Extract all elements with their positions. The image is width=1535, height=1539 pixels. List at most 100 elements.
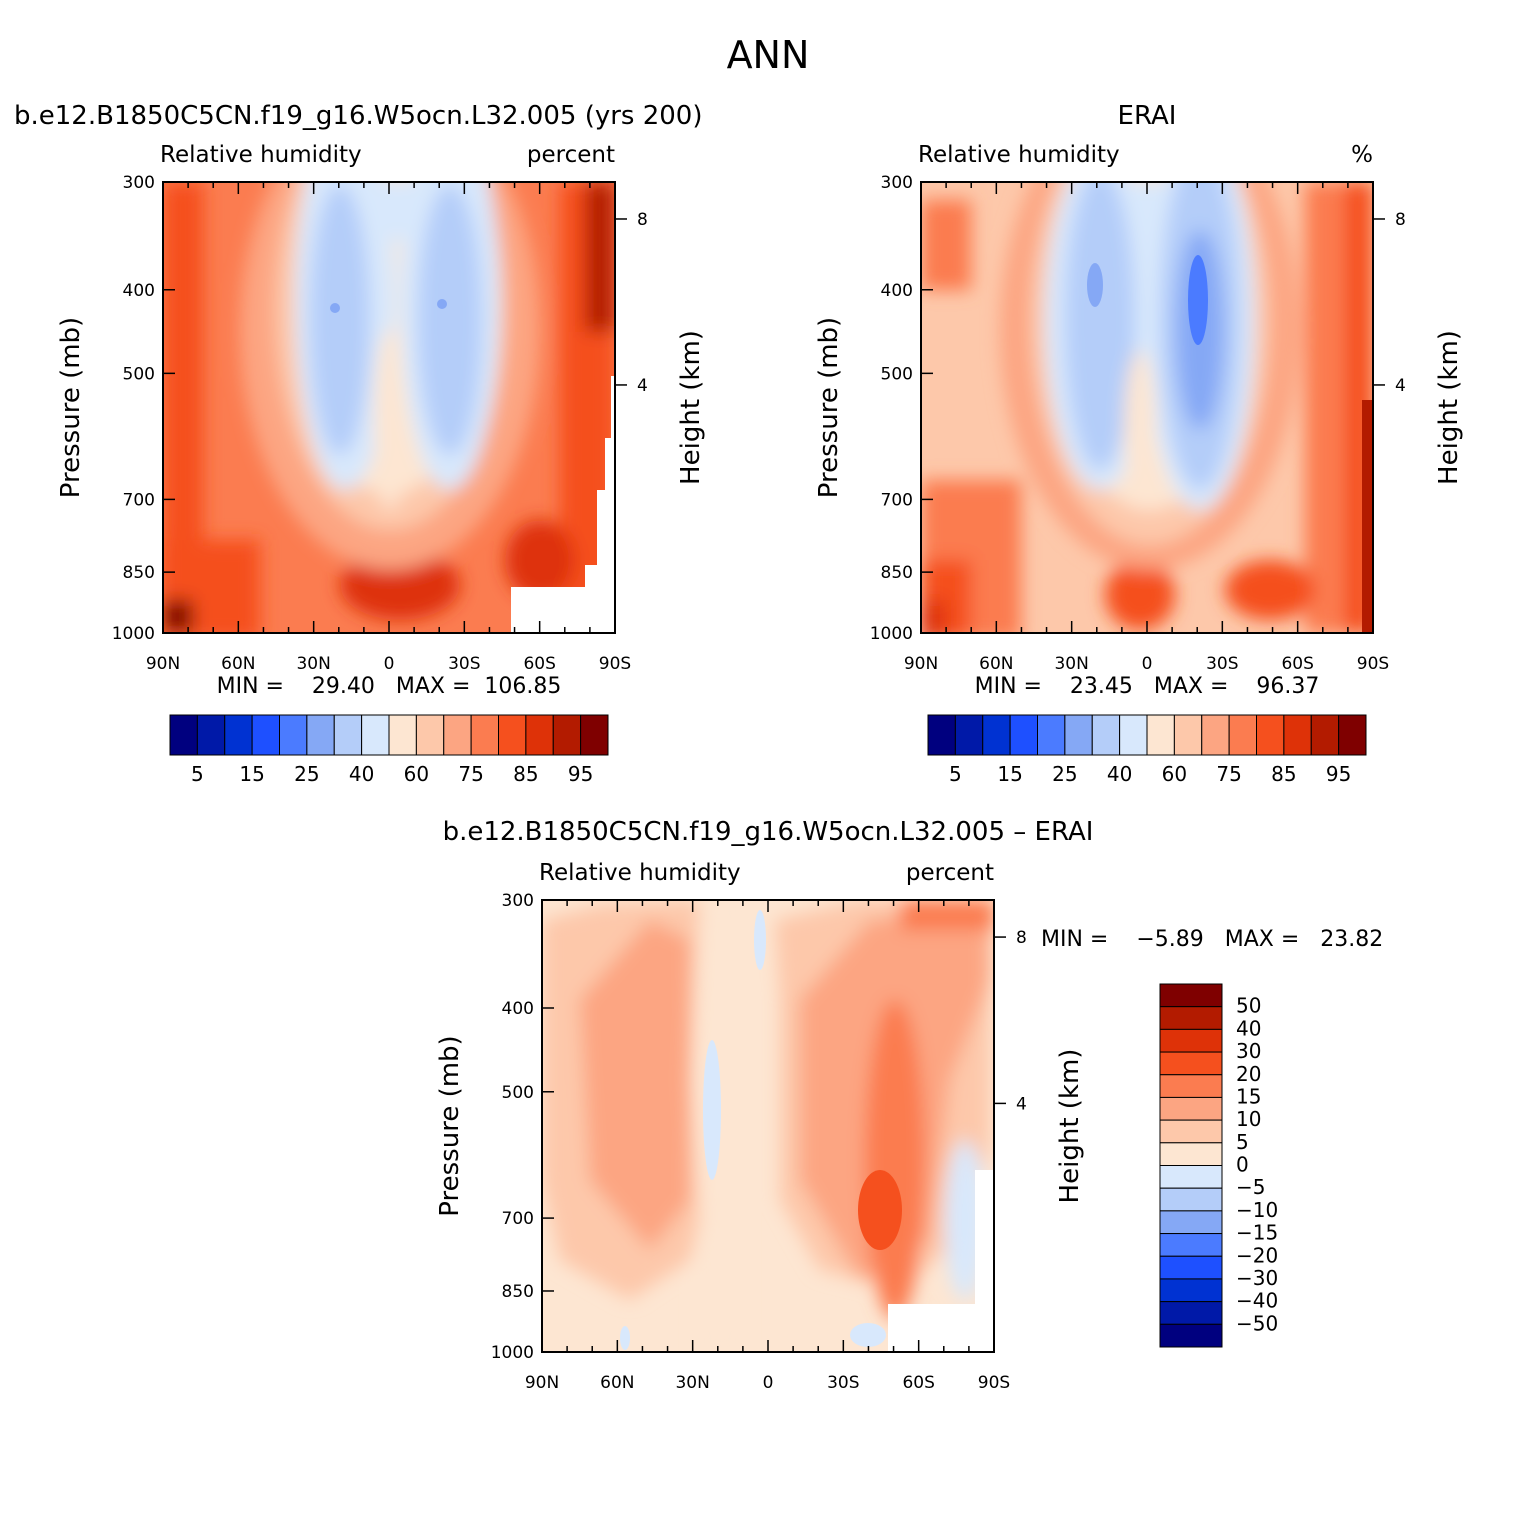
panel-obs-stats: MIN = 23.45 MAX = 96.37 [975,674,1320,699]
colorbar-swatch [1159,1233,1223,1257]
colorbar-swatch [1159,1210,1223,1235]
colorbar-swatch [525,714,554,756]
y-tick-label: 300 [881,173,913,193]
colorbar-label: 60 [1162,762,1187,786]
panel-diff-title: b.e12.B1850C5CN.f19_g16.W5ocn.L32.005 – … [443,817,1094,847]
y-tick-label: 850 [881,563,913,583]
colorbar-label: 5 [1236,1130,1249,1154]
x-tick-label: 0 [384,654,395,674]
x-tick-label: 60S [1281,654,1313,674]
y2-tick-label: 4 [1016,1094,1027,1114]
colorbar-label: 15 [1236,1084,1261,1108]
colorbar-label: −20 [1236,1243,1278,1267]
colorbar-swatch [1173,714,1203,756]
y-tick-label: 850 [502,1282,534,1302]
colorbar-swatch [415,714,445,756]
colorbar-swatch [1310,714,1340,756]
colorbar-label: 0 [1236,1153,1249,1177]
colorbar-swatch [333,714,363,756]
y-axis-label: Pressure (mb) [814,317,844,498]
x-tick-label: 90N [904,654,938,674]
colorbar-label: −10 [1236,1198,1278,1222]
colorbar-swatch [443,714,472,756]
panel-obs-units: % [1351,142,1373,168]
x-tick-label: 30S [827,1373,859,1393]
panel-obs-field [921,182,1373,633]
y2-axis-label: Height (km) [1055,1049,1085,1204]
colorbar-swatch [580,714,609,756]
x-tick-label: 90N [146,654,180,674]
colorbar-label: −15 [1236,1221,1278,1245]
colorbar-label: 95 [568,762,593,786]
colorbar-swatch [1064,714,1093,756]
colorbar-swatch [361,714,390,756]
colorbar-swatch [1091,714,1121,756]
colorbar-swatch [954,714,984,756]
panel-model: b.e12.B1850C5CN.f19_g16.W5ocn.L32.005 (y… [14,101,706,786]
x-tick-label: 30S [448,654,480,674]
colorbar-swatch [1037,714,1066,756]
colorbar-swatch [470,714,499,756]
x-tick-label: 30N [296,654,330,674]
panel-diff-stats: MIN = −5.89 MAX = 23.82 [1041,927,1383,952]
colorbar-swatch [251,714,280,756]
colorbar-swatch [1146,714,1175,756]
panel-model-units: percent [527,142,615,168]
y-tick-label: 1000 [491,1343,534,1363]
colorbar-swatch [1159,1142,1223,1166]
colorbar-label: −5 [1236,1175,1265,1199]
y-tick-label: 850 [123,563,155,583]
colorbar-label: 40 [349,762,374,786]
x-tick-label: 0 [1142,654,1153,674]
y-tick-label: 300 [123,173,155,193]
panel-obs-title: ERAI [1118,101,1177,131]
colorbar-label: 60 [404,762,429,786]
x-tick-label: 60N [979,654,1013,674]
x-tick-label: 90S [1357,654,1389,674]
panel-obs-axes: 90N 60N 30N 0 30S 60S 90S 300 400 500 700 850 1000 8 4… [814,173,1464,674]
panel-model-variable: Relative humidity [160,142,362,168]
colorbar-swatch [1009,714,1038,756]
colorbar-label: 40 [1107,762,1132,786]
colorbar-swatch [196,714,226,756]
panel-obs-colorbar: 5 15 25 40 60 75 85 95 [927,714,1367,786]
colorbar-swatch [1159,1006,1223,1030]
y-tick-label: 700 [881,490,913,510]
colorbar-swatch [552,714,582,756]
y2-tick-label: 4 [1395,376,1406,396]
colorbar-label: 10 [1236,1107,1261,1131]
colorbar-swatch [1159,1323,1223,1348]
x-tick-label: 90S [978,1373,1010,1393]
panel-model-axes: 90N 60N 30N 0 30S 60S 90S 300 400 500 700 850 1000 8 4… [56,173,706,674]
colorbar-label: 5 [949,762,962,786]
colorbar-swatch [1228,714,1257,756]
panel-diff-field [542,900,994,1352]
y-tick-label: 400 [502,999,534,1019]
x-tick-label: 30N [1054,654,1088,674]
colorbar-label: 75 [1216,762,1241,786]
colorbar-swatch [927,714,956,756]
colorbar-label: −40 [1236,1289,1278,1313]
y2-tick-label: 8 [1016,928,1027,948]
colorbar-swatch [1119,714,1148,756]
colorbar-swatch [169,714,198,756]
colorbar-swatch [1159,1096,1223,1121]
colorbar-swatch [1201,714,1230,756]
colorbar-label: 5 [191,762,204,786]
y2-axis-label: Height (km) [676,330,706,485]
colorbar-label: 85 [513,762,538,786]
colorbar-label: −30 [1236,1266,1278,1290]
colorbar-swatch [1159,1028,1223,1053]
colorbar-swatch [1159,1187,1223,1212]
colorbar-label: 75 [458,762,483,786]
colorbar-label: −50 [1236,1311,1278,1335]
colorbar-swatch [1159,1165,1223,1189]
x-tick-label: 60N [600,1373,634,1393]
colorbar-label: 15 [239,762,264,786]
colorbar-label: 25 [294,762,319,786]
y-tick-label: 500 [881,364,913,384]
x-tick-label: 90S [599,654,631,674]
colorbar-label: 85 [1271,762,1296,786]
y-tick-label: 400 [881,281,913,301]
colorbar-swatch [1159,1051,1223,1076]
